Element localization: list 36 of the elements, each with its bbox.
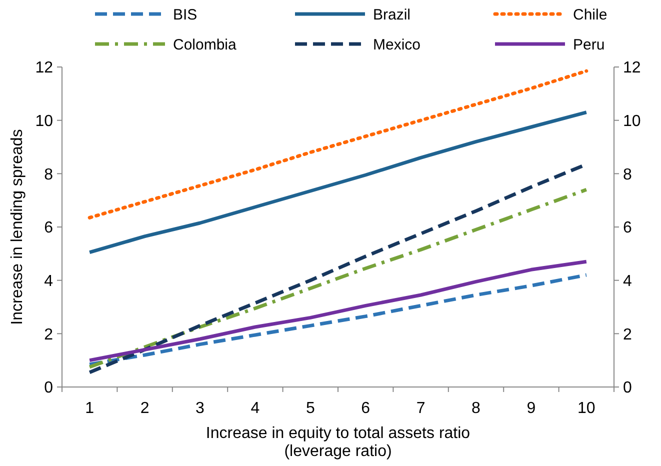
y2-tick-label: 2 xyxy=(623,326,632,344)
y-tick-label: 0 xyxy=(44,380,54,397)
y-tick-label: 2 xyxy=(44,326,54,344)
x-axis-title: Increase in equity to total assets ratio (leverage ratio) xyxy=(206,425,470,460)
x-tick-label: 4 xyxy=(250,400,260,417)
y-axis-title: Increase in lending spreads xyxy=(9,129,26,325)
y-tick-label: 8 xyxy=(44,166,54,184)
legend-label: Brazil xyxy=(373,6,411,24)
y-tick-label: 4 xyxy=(44,272,54,290)
legend-label: BIS xyxy=(173,6,198,24)
line-series xyxy=(88,69,588,220)
x-tick-label: 8 xyxy=(472,400,481,417)
x-tick-label: 3 xyxy=(196,400,205,417)
y2-tick-label: 6 xyxy=(623,220,632,237)
y2-tick-label: 4 xyxy=(623,272,632,290)
x-tick-label: 5 xyxy=(306,400,315,417)
legend-label: Mexico xyxy=(373,36,421,54)
x-tick-label: 10 xyxy=(578,400,596,417)
x-tick-label: 2 xyxy=(140,400,150,417)
line-series xyxy=(88,273,588,366)
y-tick-label: 12 xyxy=(35,60,54,77)
y-tick-label: 6 xyxy=(44,220,54,237)
y2-tick-label: 8 xyxy=(623,166,632,184)
y2-tick-label: 0 xyxy=(623,380,632,397)
legend-label: Peru xyxy=(573,36,605,54)
x-tick-label: 7 xyxy=(416,400,426,417)
legend-label: Colombia xyxy=(173,36,238,54)
y2-tick-label: 12 xyxy=(623,60,641,77)
x-tick-label: 9 xyxy=(526,400,536,417)
y-tick-label: 10 xyxy=(35,112,54,130)
legend-label: Chile xyxy=(573,6,608,24)
x-tick-label: 6 xyxy=(361,400,370,417)
x-tick-label: 1 xyxy=(85,400,94,417)
y2-tick-label: 10 xyxy=(623,112,641,130)
line-series xyxy=(88,110,588,254)
line-series xyxy=(88,260,588,362)
